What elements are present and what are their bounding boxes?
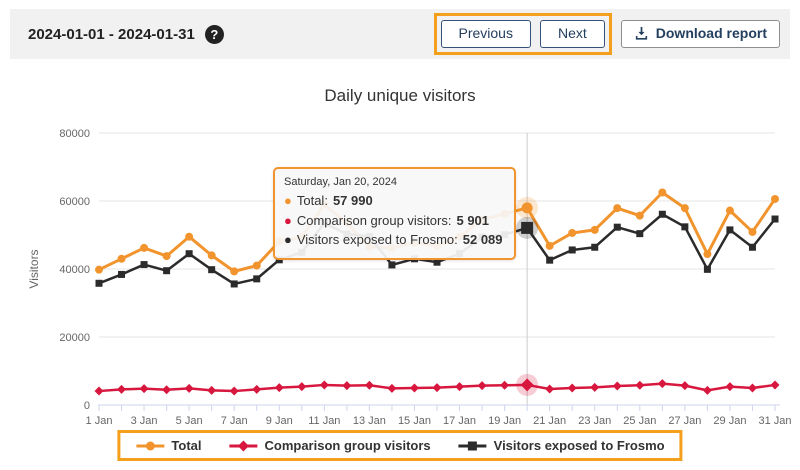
svg-text:9 Jan: 9 Jan xyxy=(266,415,293,427)
chart-title: Daily unique visitors xyxy=(324,86,476,105)
svg-text:25 Jan: 25 Jan xyxy=(623,415,656,427)
svg-text:21 Jan: 21 Jan xyxy=(533,415,566,427)
legend-frosmo-label: Visitors exposed to Frosmo xyxy=(493,438,665,453)
chart-tooltip: Saturday, Jan 20, 2024 ● Total: 57 990 ●… xyxy=(273,167,516,260)
legend-item-frosmo[interactable]: Visitors exposed to Frosmo xyxy=(458,438,665,453)
series-visitors-exposed-to-frosmo xyxy=(95,210,779,288)
download-label: Download report xyxy=(655,25,767,42)
comparison-line-diamond-marker-icon xyxy=(228,439,258,453)
svg-text:19 Jan: 19 Jan xyxy=(488,415,521,427)
svg-text:31 Jan: 31 Jan xyxy=(758,415,791,427)
svg-text:3 Jan: 3 Jan xyxy=(131,415,158,427)
svg-text:80000: 80000 xyxy=(59,128,90,140)
tooltip-row-frosmo: ● Visitors exposed to Frosmo: 52 089 xyxy=(284,230,503,250)
frosmo-bullet-icon: ● xyxy=(284,232,292,248)
tooltip-comparison-value: 5 901 xyxy=(456,212,490,228)
tooltip-comparison-label: Comparison group visitors: xyxy=(296,212,452,228)
comparison-bullet-icon: ● xyxy=(284,212,292,228)
tooltip-row-comparison: ● Comparison group visitors: 5 901 xyxy=(284,211,503,231)
svg-text:15 Jan: 15 Jan xyxy=(398,415,431,427)
svg-text:60000: 60000 xyxy=(59,196,90,208)
legend-item-total[interactable]: Total xyxy=(135,438,201,453)
svg-text:23 Jan: 23 Jan xyxy=(578,415,611,427)
tooltip-total-label: Total: xyxy=(296,193,328,208)
toolbar-actions: Previous Next Download report xyxy=(433,13,780,55)
tooltip-frosmo-label: Visitors exposed to Frosmo: xyxy=(296,232,458,247)
svg-text:40000: 40000 xyxy=(59,264,90,276)
date-range-group: 2024-01-01 - 2024-01-31 ? xyxy=(28,24,224,44)
next-button[interactable]: Next xyxy=(539,20,605,48)
pagination-highlight-frame: Previous Next xyxy=(433,13,612,55)
total-line-circle-marker-icon xyxy=(135,439,165,453)
svg-text:1 Jan: 1 Jan xyxy=(86,415,113,427)
chart-legend: Total Comparison group visitors Visitors… xyxy=(117,430,683,461)
tooltip-date: Saturday, Jan 20, 2024 xyxy=(284,176,397,188)
legend-total-label: Total xyxy=(171,438,202,453)
help-icon[interactable]: ? xyxy=(204,24,224,44)
download-icon xyxy=(634,26,649,41)
legend-comparison-label: Comparison group visitors xyxy=(264,438,431,453)
tooltip-total-value: 57 990 xyxy=(332,193,373,208)
svg-text:11 Jan: 11 Jan xyxy=(308,415,340,427)
tooltip-row-total: ● Total: 57 990 xyxy=(284,191,503,211)
svg-text:29 Jan: 29 Jan xyxy=(713,415,746,427)
previous-button[interactable]: Previous xyxy=(440,20,531,48)
svg-text:5 Jan: 5 Jan xyxy=(176,415,203,427)
total-bullet-icon: ● xyxy=(284,193,292,209)
svg-text:13 Jan: 13 Jan xyxy=(353,415,386,427)
report-toolbar: 2024-01-01 - 2024-01-31 ? Previous Next … xyxy=(10,9,790,59)
svg-text:20000: 20000 xyxy=(59,332,90,344)
svg-text:27 Jan: 27 Jan xyxy=(668,415,701,427)
frosmo-line-square-marker-icon xyxy=(458,439,488,453)
svg-text:7 Jan: 7 Jan xyxy=(221,415,248,427)
date-range-label: 2024-01-01 - 2024-01-31 xyxy=(28,25,195,43)
svg-text:Visitors: Visitors xyxy=(27,249,41,288)
series-comparison-group-visitors xyxy=(94,373,780,396)
svg-text:0: 0 xyxy=(84,400,90,412)
download-report-button[interactable]: Download report xyxy=(620,20,780,48)
legend-item-comparison[interactable]: Comparison group visitors xyxy=(228,438,431,453)
tooltip-frosmo-value: 52 089 xyxy=(462,232,503,247)
svg-text:17 Jan: 17 Jan xyxy=(443,415,476,427)
